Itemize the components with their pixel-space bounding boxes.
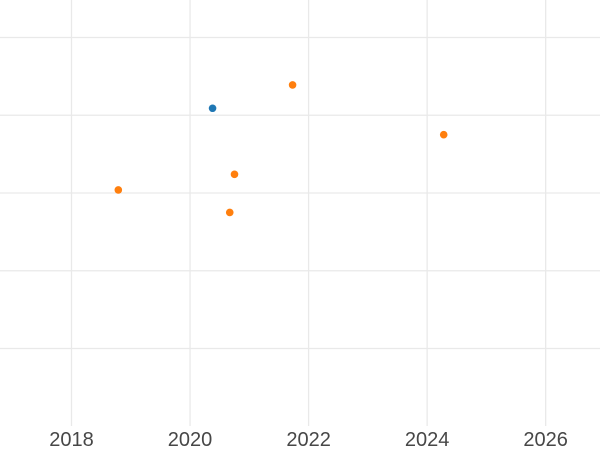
scatter-point-orange-series: [439, 130, 448, 139]
horizontal-gridlines: [0, 36, 600, 350]
x-tick-label: 2020: [168, 429, 213, 450]
scatter-point-orange-series: [230, 170, 239, 179]
scatter-point-blue-series: [208, 104, 217, 113]
x-tick-label: 2018: [49, 429, 94, 450]
x-tick-label: 2026: [523, 429, 568, 450]
x-axis-tick-labels: 2018 2020 2022 2024 2026: [49, 429, 568, 450]
scatter-point-orange-series: [114, 186, 123, 194]
x-tick-label: 2022: [286, 429, 331, 450]
vertical-gridlines: [70, 0, 547, 426]
x-tick-label: 2024: [405, 429, 450, 450]
scatter-point-orange-series: [288, 81, 297, 89]
scatter-points: [114, 81, 448, 217]
scatter-point-orange-series: [225, 208, 234, 217]
